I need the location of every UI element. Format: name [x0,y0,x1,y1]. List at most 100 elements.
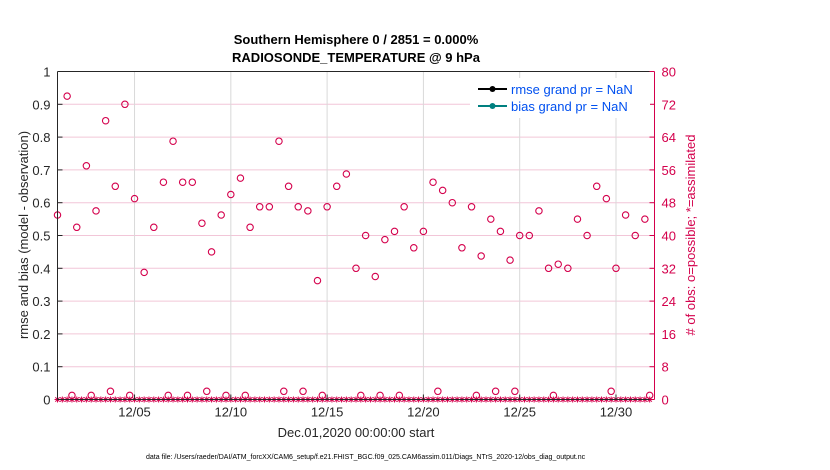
possible-point [434,387,442,396]
possible-point [275,137,283,145]
possible-point [111,182,120,191]
possible-point [602,194,611,203]
possible-point [164,391,172,400]
x-tick-label: 12/15 [311,405,344,420]
possible-point [299,387,307,396]
possible-point [294,203,302,211]
possible-point [101,116,110,125]
possible-point [376,391,384,400]
y-tick-label: 0.5 [32,229,50,244]
right-y-tick-label: 72 [662,97,676,112]
possible-point [63,92,71,100]
right-y-tick-label: 32 [662,261,676,276]
possible-point [410,244,418,252]
possible-point [246,223,254,232]
possible-point [183,391,192,400]
possible-point [515,231,524,240]
x-axis-label: Dec.01,2020 00:00:00 start [278,425,435,440]
y-tick-label: 0.8 [32,130,50,145]
y-tick-label: 0.2 [32,327,50,342]
possible-point [140,268,148,277]
y-tick-label: 0.7 [32,163,50,178]
y-tick-label: 0.9 [32,97,50,112]
possible-point [549,391,558,400]
possible-point [188,178,197,186]
possible-point [564,264,572,273]
possible-point [130,194,139,203]
axes: 0 0 0.1 8 0.2 16 0.3 24 0.4 32 0.5 40 0.6 48 0.7 56 0.8 6… [32,65,676,420]
possible-point [304,207,312,215]
y-tick-label: 0.3 [32,294,50,309]
possible-point [106,387,115,396]
possible-point [241,391,250,400]
right-y-axis-label: # of obs: o=possible; *=assimilated [683,135,698,336]
possible-point [150,223,158,232]
legend-bias-label: bias grand pr = NaN [511,99,628,114]
possible-point [573,215,582,223]
y-tick-label: 0.1 [32,360,50,375]
y-tick-label: 0.4 [32,261,50,276]
possible-point [583,231,591,240]
legend-box [470,78,650,118]
grid [57,71,655,400]
legend-rmse-label: rmse grand pr = NaN [511,82,633,97]
possible-point [255,203,264,211]
x-tick-label: 12/10 [215,405,248,420]
possible-point [323,203,331,211]
right-y-tick-label: 8 [662,360,669,375]
y-tick-label: 0.6 [32,196,50,211]
right-y-tick-label: 64 [662,130,676,145]
possible-point [477,252,485,260]
possible-point [121,100,129,109]
possible-point [511,387,519,396]
possible-point [313,276,322,285]
possible-point [395,391,404,400]
possible-point [645,391,654,400]
possible-point [381,235,389,244]
possible-point [612,264,620,273]
possible-point [217,211,225,219]
possible-point [73,223,81,232]
possible-point [352,264,360,273]
possible-point [203,387,211,396]
possible-point [342,170,351,178]
possible-point [222,391,230,400]
possible-point [438,186,447,195]
possible-point [458,244,466,252]
possible-point [400,203,408,211]
possible-point [544,264,553,273]
legend-bias-marker [489,103,496,109]
x-tick-label: 12/05 [118,405,151,420]
possible-point [535,207,543,215]
marks [53,92,654,403]
chart-title-line1: Southern Hemisphere 0 / 2851 = 0.000% [234,32,479,47]
possible-point [525,231,534,240]
right-y-tick-label: 16 [662,327,676,342]
possible-point [631,231,639,240]
possible-point [506,256,514,264]
possible-point [280,387,288,396]
possible-point [284,182,293,191]
possible-point [361,231,370,240]
possible-point [357,391,365,400]
y-axis-label: rmse and bias (model - observation) [16,131,31,339]
possible-point [390,227,399,236]
right-y-tick-label: 56 [662,163,676,178]
possible-point [467,203,476,211]
possible-point [207,248,216,256]
legend-rmse-marker [489,86,496,92]
possible-point [371,272,380,281]
right-y-tick-label: 24 [662,294,676,309]
possible-point [472,391,481,400]
possible-point [641,215,649,223]
x-tick-label: 12/25 [503,405,536,420]
possible-point [448,198,457,207]
possible-point [496,227,505,236]
x-tick-label: 12/30 [600,405,633,420]
possible-point [87,391,95,400]
legend: rmse grand pr = NaN bias grand pr = NaN [470,78,650,118]
x-tick-label: 12/20 [407,405,440,420]
possible-point [178,178,187,186]
possible-point [332,182,341,191]
right-y-tick-label: 0 [662,393,669,408]
